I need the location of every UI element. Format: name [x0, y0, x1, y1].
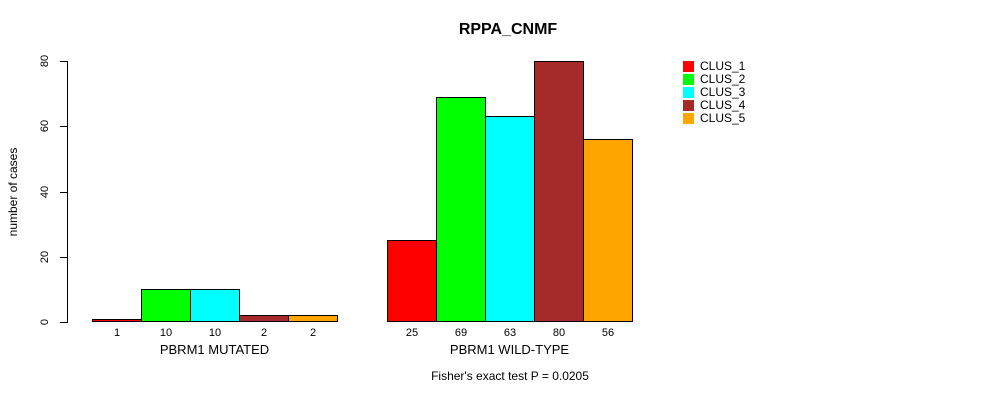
legend-swatch	[683, 113, 694, 124]
y-axis-line	[67, 61, 68, 323]
legend-item-clus_3: CLUS_3	[683, 86, 745, 99]
group-label: PBRM1 MUTATED	[159, 342, 270, 357]
bar-clus_2-group1	[141, 289, 191, 322]
bar-value-label: 69	[454, 327, 468, 339]
bar-value-label: 80	[552, 327, 566, 339]
y-tick-label: 40	[39, 185, 51, 198]
legend-item-clus_2: CLUS_2	[683, 73, 745, 86]
legend-item-clus_1: CLUS_1	[683, 60, 745, 73]
y-tick-mark	[60, 61, 67, 62]
legend-label: CLUS_3	[700, 85, 746, 99]
legend-label: CLUS_2	[700, 72, 746, 86]
y-axis-label: number of cases	[6, 147, 20, 237]
bar-clus_2-group2	[436, 97, 486, 322]
bar-clus_5-group1	[288, 315, 338, 322]
legend-item-clus_4: CLUS_4	[683, 99, 745, 112]
y-tick-mark	[60, 126, 67, 127]
bar-value-label: 63	[503, 327, 517, 339]
legend-swatch	[683, 74, 694, 85]
bar-clus_1-group2	[387, 240, 437, 322]
legend: CLUS_1 CLUS_2 CLUS_3 CLUS_4 CLUS_5	[683, 60, 745, 125]
y-tick-label: 60	[39, 120, 51, 133]
bar-clus_4-group1	[239, 315, 289, 322]
legend-label: CLUS_4	[700, 98, 746, 112]
legend-swatch	[683, 100, 694, 111]
y-tick-label: 80	[39, 54, 51, 68]
pvalue-caption: Fisher's exact test P = 0.0205	[431, 369, 589, 383]
bar-clus_1-group1	[92, 319, 142, 322]
bar-clus_5-group2	[583, 139, 633, 322]
bar-value-label: 10	[208, 327, 222, 339]
bar-value-label: 25	[405, 327, 419, 339]
bar-clus_3-group1	[190, 289, 240, 322]
group-label: PBRM1 WILD-TYPE	[449, 342, 570, 357]
chart-title: RPPA_CNMF	[458, 21, 558, 38]
y-tick-mark	[60, 192, 67, 193]
bar-value-label: 2	[260, 327, 268, 339]
bar-value-label: 10	[159, 327, 173, 339]
bar-clus_4-group2	[534, 61, 584, 322]
legend-label: CLUS_5	[700, 111, 746, 125]
bar-clus_3-group2	[485, 116, 535, 322]
y-tick-mark	[60, 257, 67, 258]
legend-swatch	[683, 87, 694, 98]
y-tick-label: 0	[39, 318, 51, 326]
y-tick-label: 20	[39, 250, 51, 263]
bar-value-label: 56	[601, 327, 615, 339]
legend-label: CLUS_1	[700, 59, 746, 73]
bar-value-label: 2	[309, 327, 317, 339]
y-tick-mark	[60, 322, 67, 323]
bar-value-label: 1	[113, 327, 121, 339]
legend-item-clus_5: CLUS_5	[683, 112, 745, 125]
legend-swatch	[683, 61, 694, 72]
